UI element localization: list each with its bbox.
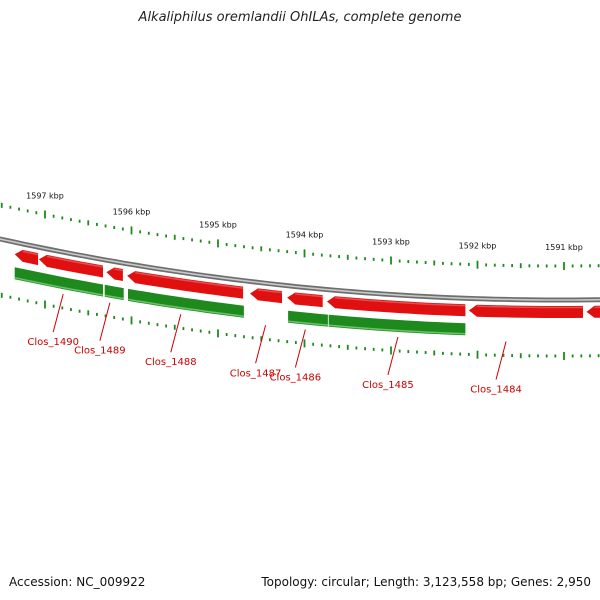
gene-label-leader [255, 325, 267, 364]
forward-gene-arrow [14, 249, 39, 266]
backbone [0, 236, 600, 303]
gene-label: Clos_1485 [362, 380, 414, 391]
reverse-gene-block-shine [104, 294, 124, 300]
gene-label: Clos_1490 [27, 337, 79, 348]
accession-text: Accession: NC_009922 [9, 575, 146, 589]
forward-gene-arrow [327, 296, 466, 317]
forward-gene-arrow-shine [135, 271, 244, 289]
gene-label-leader [170, 314, 182, 353]
gene-label-leader [387, 336, 399, 376]
reverse-gene-block-shine [288, 320, 328, 326]
forward-gene-arrow-shine [334, 296, 466, 307]
gene-label-leader [52, 293, 64, 333]
gene-label-leader [99, 302, 111, 341]
ruler-label: 1593 kbp [372, 238, 410, 247]
gene-label: Clos_1489 [74, 346, 126, 357]
reverse-gene-block-shine [127, 298, 244, 317]
forward-gene-arrow [468, 304, 583, 318]
ruler-label: 1596 kbp [113, 207, 151, 216]
forward-gene-arrow [38, 254, 103, 278]
reverse-gene-block [128, 288, 244, 318]
forward-strand-genes [14, 249, 600, 318]
gene-labels: Clos_1490Clos_1489Clos_1488Clos_1487Clos… [27, 293, 522, 395]
backbone-highlight [0, 238, 600, 301]
ruler-label: 1595 kbp [199, 220, 237, 229]
reverse-gene-block-shine [14, 276, 104, 296]
gene-label: Clos_1484 [470, 384, 522, 395]
forward-gene-arrow [287, 292, 323, 308]
reverse-gene-block-shine [328, 324, 466, 335]
reverse-gene-block [14, 267, 104, 297]
forward-gene-arrow [106, 267, 123, 281]
forward-gene-arrow-shine [257, 289, 283, 294]
ruler-label: 1592 kbp [459, 242, 497, 251]
gene-label-leader [495, 341, 507, 380]
reverse-gene-block [328, 314, 466, 336]
genome-summary-text: Topology: circular; Length: 3,123,558 bp… [261, 575, 591, 589]
forward-gene-arrow-shine [114, 268, 124, 272]
forward-gene-arrow [127, 271, 244, 299]
map-title: Alkaliphilus oremlandii OhILAs, complete… [138, 10, 462, 25]
ruler-label: 1594 kbp [286, 230, 324, 239]
ruler-label: 1591 kbp [545, 243, 583, 252]
forward-gene-arrow [250, 288, 282, 304]
forward-gene-arrow-shine [295, 293, 323, 298]
gene-label: Clos_1487 [230, 368, 282, 379]
ruler-ticks: 1597 kbp 1596 kbp 1595 kbp 1594 kbp 1593 kbp… [0, 191, 600, 360]
forward-gene-arrow-shine [476, 305, 584, 309]
forward-gene-arrow-shine [46, 255, 104, 268]
gene-label: Clos_1486 [270, 373, 322, 384]
forward-gene-arrow [586, 305, 600, 318]
ruler-label: 1597 kbp [26, 191, 64, 200]
reverse-strand-genes [14, 267, 466, 336]
forward-gene-arrow-shine [22, 250, 39, 256]
gene-label: Clos_1488 [145, 357, 197, 368]
gene-label-leader [294, 329, 306, 368]
